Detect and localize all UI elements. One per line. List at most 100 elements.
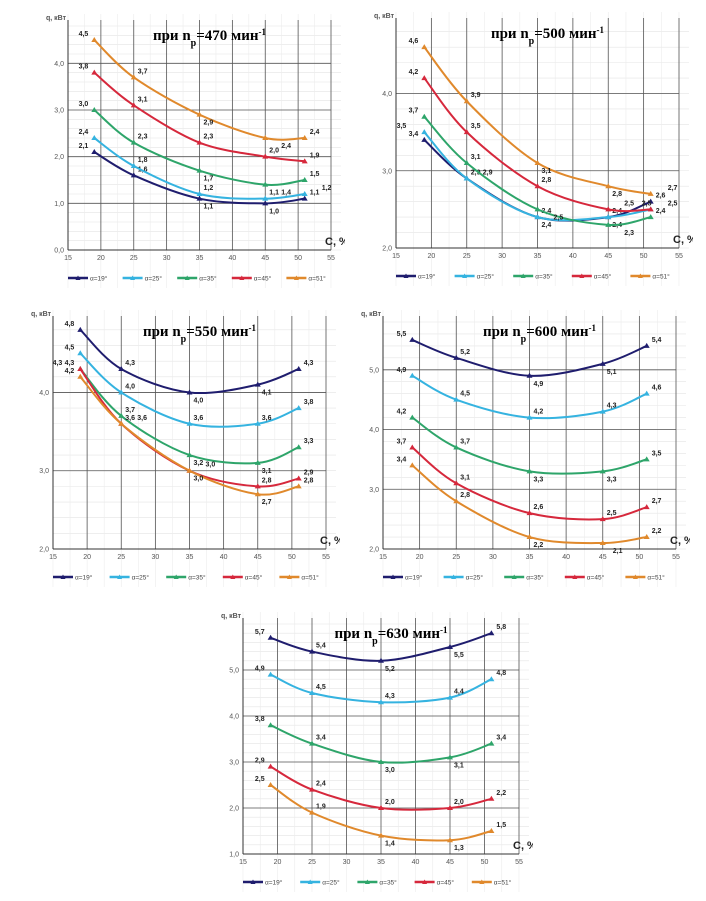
x-tick-label: 15 bbox=[239, 859, 247, 866]
data-point-marker bbox=[526, 414, 533, 420]
y-tick-label: 2,0 bbox=[39, 547, 49, 554]
data-label: 4,5 bbox=[460, 391, 470, 398]
data-point-marker bbox=[605, 214, 612, 220]
data-label: 4,0 bbox=[125, 383, 135, 390]
legend-marker bbox=[173, 574, 179, 579]
data-point-marker bbox=[643, 534, 650, 540]
legend-label: α=51° bbox=[647, 574, 665, 582]
data-point-marker bbox=[447, 805, 453, 810]
data-point-marker bbox=[643, 342, 650, 348]
series-4: 3,7 3,1 2,6 2,5 2,7 bbox=[397, 438, 662, 522]
data-point-marker bbox=[605, 221, 612, 227]
data-label: 1,4 bbox=[385, 841, 395, 848]
x-tick-label: 40 bbox=[220, 554, 228, 561]
title-prefix: при n bbox=[491, 26, 529, 42]
legend-marker bbox=[230, 574, 236, 579]
data-label: 1,9 bbox=[316, 804, 326, 811]
legend-marker bbox=[422, 879, 428, 884]
chart-svg: 2,0 3,0 4,0 15 20 25 30 35 40 45 50 55 q, кВт C, % при… bbox=[374, 12, 697, 286]
data-point-marker bbox=[421, 44, 428, 50]
x-tick-label: 15 bbox=[379, 554, 387, 561]
data-label: 3,0 bbox=[385, 767, 395, 774]
x-axis-label: C, % bbox=[325, 236, 345, 248]
x-tick-label: 35 bbox=[534, 253, 542, 260]
legend-label: α=25° bbox=[466, 574, 484, 582]
data-label: 4,9 bbox=[397, 367, 407, 374]
series-1: 4,8 4,3 4,0 4,1 4,3 bbox=[65, 321, 314, 405]
data-label: 1,2 bbox=[322, 185, 332, 192]
x-tick-label: 50 bbox=[294, 255, 302, 262]
data-point-marker bbox=[130, 172, 137, 178]
series-1: 5,7 5,4 5,2 5,5 5,8 bbox=[255, 624, 506, 673]
legend-label: α=25° bbox=[132, 574, 150, 582]
title-mid: =630 мин bbox=[378, 626, 441, 642]
data-point-marker bbox=[254, 459, 261, 465]
legend-item: α=35° bbox=[166, 574, 206, 582]
data-label: 2,8 bbox=[542, 177, 552, 184]
data-point-marker bbox=[463, 129, 470, 135]
x-tick-label: 30 bbox=[343, 859, 351, 866]
series-3: 3,7 3,1 2,5 2,3 2,4 bbox=[409, 108, 666, 237]
data-label: 2,2 bbox=[534, 542, 544, 549]
y-tick-label: 3,0 bbox=[54, 108, 64, 115]
data-point-marker bbox=[463, 175, 470, 181]
data-label: 5,4 bbox=[652, 337, 662, 344]
data-label: 2,0 bbox=[454, 799, 464, 806]
legend-label: α=35° bbox=[188, 574, 206, 582]
y-tick-label: 4,0 bbox=[382, 91, 392, 98]
data-point-marker bbox=[301, 158, 308, 164]
data-label: 2,5 bbox=[624, 200, 634, 207]
x-tick-label: 45 bbox=[604, 253, 612, 260]
legend-label: α=35° bbox=[526, 574, 544, 582]
data-label: 1,0 bbox=[269, 208, 279, 215]
x-tick-label: 35 bbox=[196, 255, 204, 262]
data-label: 2,7 bbox=[652, 498, 662, 505]
data-label: 2,6 bbox=[534, 504, 544, 511]
legend-marker bbox=[403, 273, 409, 278]
data-point-marker bbox=[647, 206, 654, 212]
y-tick-label: 3,0 bbox=[229, 760, 239, 767]
x-tick-label: 15 bbox=[64, 255, 72, 262]
data-point-marker bbox=[196, 167, 203, 173]
legend-item: α=35° bbox=[504, 574, 544, 582]
data-point-marker bbox=[488, 630, 495, 636]
data-label: 3,8 bbox=[304, 399, 314, 406]
data-label: 4,5 bbox=[65, 344, 75, 351]
y-tick-label: 3,0 bbox=[39, 468, 49, 475]
data-label: 2,9 bbox=[204, 120, 214, 127]
data-label: 2,4 bbox=[542, 208, 552, 215]
x-tick-label: 20 bbox=[97, 255, 105, 262]
data-point-marker bbox=[488, 676, 495, 682]
legend-item: α=35° bbox=[177, 275, 217, 283]
x-tick-label: 45 bbox=[599, 554, 607, 561]
data-point-marker bbox=[309, 690, 315, 695]
data-label: 5,5 bbox=[454, 652, 464, 659]
chart-title: при nр=550 мин-1 bbox=[143, 323, 257, 345]
data-label: 5,7 bbox=[255, 629, 265, 636]
data-point-marker bbox=[409, 372, 416, 378]
legend-item: α=51° bbox=[471, 879, 512, 887]
x-axis-label: C, % bbox=[320, 535, 340, 547]
data-label: 1,1 bbox=[204, 204, 214, 211]
x-tick-label: 50 bbox=[635, 554, 643, 561]
data-point-marker bbox=[453, 444, 460, 450]
data-label: 3,4 bbox=[409, 131, 419, 138]
data-label: 2,9 bbox=[255, 758, 265, 765]
data-label: 4,9 bbox=[255, 666, 265, 673]
data-label: 4,8 bbox=[65, 321, 75, 328]
data-label: 4,3 bbox=[65, 360, 75, 367]
data-label: 4,2 bbox=[409, 69, 419, 76]
data-label: 2,5 bbox=[255, 776, 265, 783]
data-point-marker bbox=[309, 648, 315, 654]
data-point-marker bbox=[262, 181, 269, 187]
legend-marker bbox=[60, 574, 66, 579]
data-label: 3,1 bbox=[460, 474, 470, 481]
legend-item: α=45° bbox=[222, 574, 263, 582]
x-tick-label: 55 bbox=[675, 253, 683, 260]
data-point-marker bbox=[130, 139, 137, 145]
data-point-marker bbox=[526, 510, 533, 516]
y-tick-label: 2,0 bbox=[54, 154, 64, 161]
x-tick-label: 55 bbox=[327, 255, 335, 262]
data-point-marker bbox=[534, 206, 541, 212]
data-label: 3,5 bbox=[652, 450, 662, 457]
